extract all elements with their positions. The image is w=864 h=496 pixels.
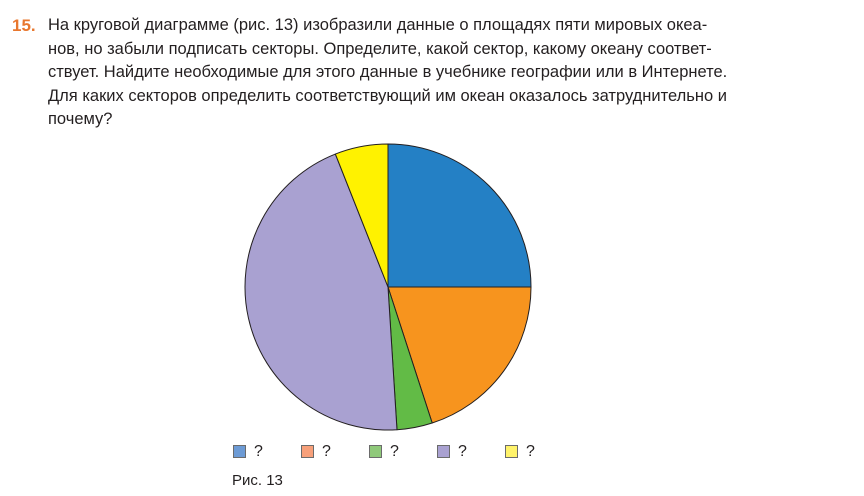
legend-swatch [505,445,518,458]
pie-slice-5 [334,143,389,288]
figure-caption: Рис. 13 [232,472,283,489]
problem-text-line: нов, но забыли подписать секторы. Опреде… [48,39,712,58]
legend-label: ? [526,443,535,460]
problem-text-line: почему? [48,110,113,128]
legend-swatch [233,445,246,458]
legend-swatch [437,445,450,458]
problem-text-line: На круговой диаграмме (рис. 13) изобрази… [48,16,708,34]
legend-swatch [369,445,382,458]
legend-label: ? [458,443,467,460]
problem-number: 15. [12,16,36,35]
problem-text: На круговой диаграмме (рис. 13) изобрази… [48,14,858,132]
pie-slice-1 [387,143,532,288]
pie-slice-2 [387,286,532,424]
legend-swatch [301,445,314,458]
legend-label: ? [390,443,399,460]
pie-slice-4 [244,153,398,431]
problem-text-line: ствует. Найдите необходимые для этого да… [48,63,728,81]
legend-label: ? [254,443,263,460]
legend-label: ? [322,443,331,460]
problem-text-line: Для каких секторов определить соответств… [48,86,727,105]
